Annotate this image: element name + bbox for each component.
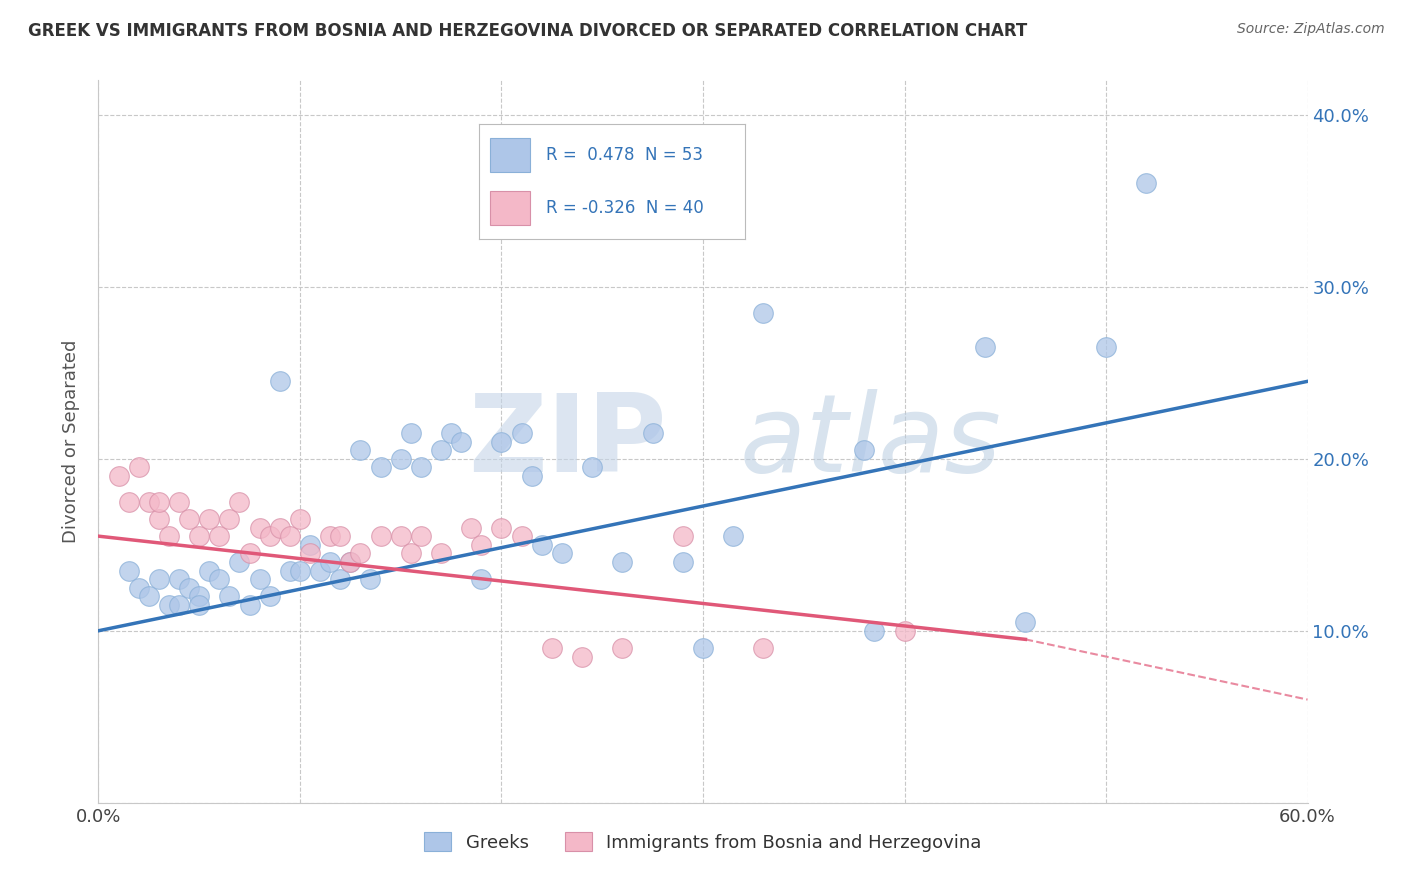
- Point: [612, 555, 634, 569]
- Point: [752, 305, 775, 319]
- Point: [148, 572, 170, 586]
- Point: [389, 451, 412, 466]
- Point: [409, 460, 432, 475]
- Point: [853, 443, 876, 458]
- Text: Source: ZipAtlas.com: Source: ZipAtlas.com: [1237, 22, 1385, 37]
- Point: [239, 598, 262, 612]
- Point: [288, 512, 311, 526]
- Point: [510, 425, 533, 440]
- Point: [118, 494, 141, 508]
- Point: [228, 494, 250, 508]
- Point: [349, 546, 371, 560]
- Point: [612, 640, 634, 655]
- Point: [319, 529, 342, 543]
- Point: [1135, 177, 1157, 191]
- Point: [399, 425, 422, 440]
- Point: [239, 546, 262, 560]
- Point: [319, 555, 342, 569]
- Point: [460, 520, 482, 534]
- Point: [540, 640, 562, 655]
- Point: [128, 460, 150, 475]
- Point: [723, 529, 745, 543]
- Point: [520, 469, 543, 483]
- Point: [128, 581, 150, 595]
- Point: [179, 512, 201, 526]
- Point: [430, 546, 453, 560]
- Point: [309, 564, 332, 578]
- Point: [349, 443, 371, 458]
- Point: [218, 590, 240, 604]
- Point: [299, 538, 322, 552]
- Point: [107, 469, 129, 483]
- Point: [167, 572, 190, 586]
- Point: [641, 425, 664, 440]
- Point: [672, 529, 695, 543]
- Point: [1095, 340, 1118, 354]
- Point: [118, 564, 141, 578]
- Point: [491, 434, 513, 449]
- Point: [339, 555, 361, 569]
- Point: [138, 494, 160, 508]
- Point: [974, 340, 997, 354]
- Point: [863, 624, 886, 638]
- Point: [228, 555, 250, 569]
- Point: [299, 546, 322, 560]
- Point: [430, 443, 453, 458]
- Point: [138, 590, 160, 604]
- Text: atlas: atlas: [740, 389, 1001, 494]
- Point: [167, 598, 190, 612]
- Point: [198, 512, 221, 526]
- Point: [188, 590, 211, 604]
- Point: [249, 572, 271, 586]
- Point: [188, 529, 211, 543]
- Point: [198, 564, 221, 578]
- Point: [218, 512, 240, 526]
- Point: [167, 494, 190, 508]
- Point: [399, 546, 422, 560]
- Point: [157, 529, 180, 543]
- Point: [148, 494, 170, 508]
- Point: [491, 520, 513, 534]
- Point: [470, 572, 492, 586]
- Point: [409, 529, 432, 543]
- Point: [269, 520, 291, 534]
- Point: [551, 546, 574, 560]
- Point: [571, 649, 593, 664]
- Point: [278, 529, 301, 543]
- Point: [259, 590, 281, 604]
- Point: [752, 640, 775, 655]
- Point: [1014, 615, 1036, 630]
- Point: [179, 581, 201, 595]
- Point: [278, 564, 301, 578]
- Point: [360, 572, 382, 586]
- Point: [692, 640, 714, 655]
- Point: [259, 529, 281, 543]
- Point: [329, 572, 352, 586]
- Point: [148, 512, 170, 526]
- Point: [269, 375, 291, 389]
- Text: GREEK VS IMMIGRANTS FROM BOSNIA AND HERZEGOVINA DIVORCED OR SEPARATED CORRELATIO: GREEK VS IMMIGRANTS FROM BOSNIA AND HERZ…: [28, 22, 1028, 40]
- Point: [389, 529, 412, 543]
- Point: [440, 425, 463, 440]
- Point: [370, 529, 392, 543]
- Point: [581, 460, 603, 475]
- Point: [339, 555, 361, 569]
- Point: [470, 538, 492, 552]
- Point: [208, 572, 231, 586]
- Point: [370, 460, 392, 475]
- Y-axis label: Divorced or Separated: Divorced or Separated: [62, 340, 80, 543]
- Point: [157, 598, 180, 612]
- Point: [672, 555, 695, 569]
- Point: [510, 529, 533, 543]
- Point: [288, 564, 311, 578]
- Point: [249, 520, 271, 534]
- Point: [450, 434, 472, 449]
- Point: [188, 598, 211, 612]
- Point: [329, 529, 352, 543]
- Point: [893, 624, 915, 638]
- Legend: Greeks, Immigrants from Bosnia and Herzegovina: Greeks, Immigrants from Bosnia and Herze…: [418, 825, 988, 859]
- Point: [208, 529, 231, 543]
- Point: [530, 538, 553, 552]
- Text: ZIP: ZIP: [468, 389, 666, 494]
